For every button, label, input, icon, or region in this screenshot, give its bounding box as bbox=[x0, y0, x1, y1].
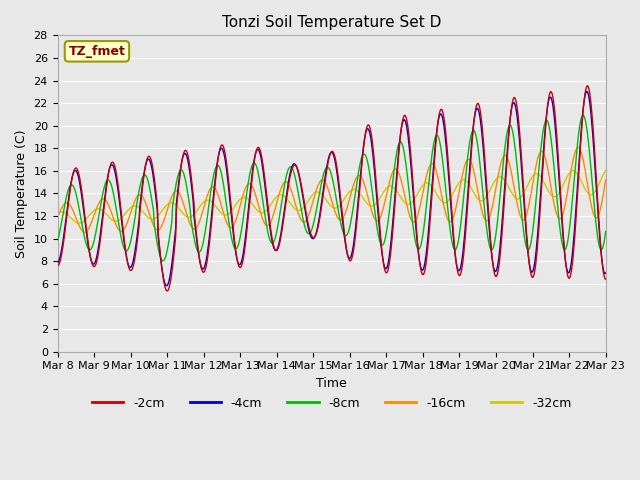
Title: Tonzi Soil Temperature Set D: Tonzi Soil Temperature Set D bbox=[222, 15, 441, 30]
Text: TZ_fmet: TZ_fmet bbox=[68, 45, 125, 58]
Legend: -2cm, -4cm, -8cm, -16cm, -32cm: -2cm, -4cm, -8cm, -16cm, -32cm bbox=[87, 392, 577, 415]
Y-axis label: Soil Temperature (C): Soil Temperature (C) bbox=[15, 129, 28, 258]
X-axis label: Time: Time bbox=[316, 377, 347, 390]
